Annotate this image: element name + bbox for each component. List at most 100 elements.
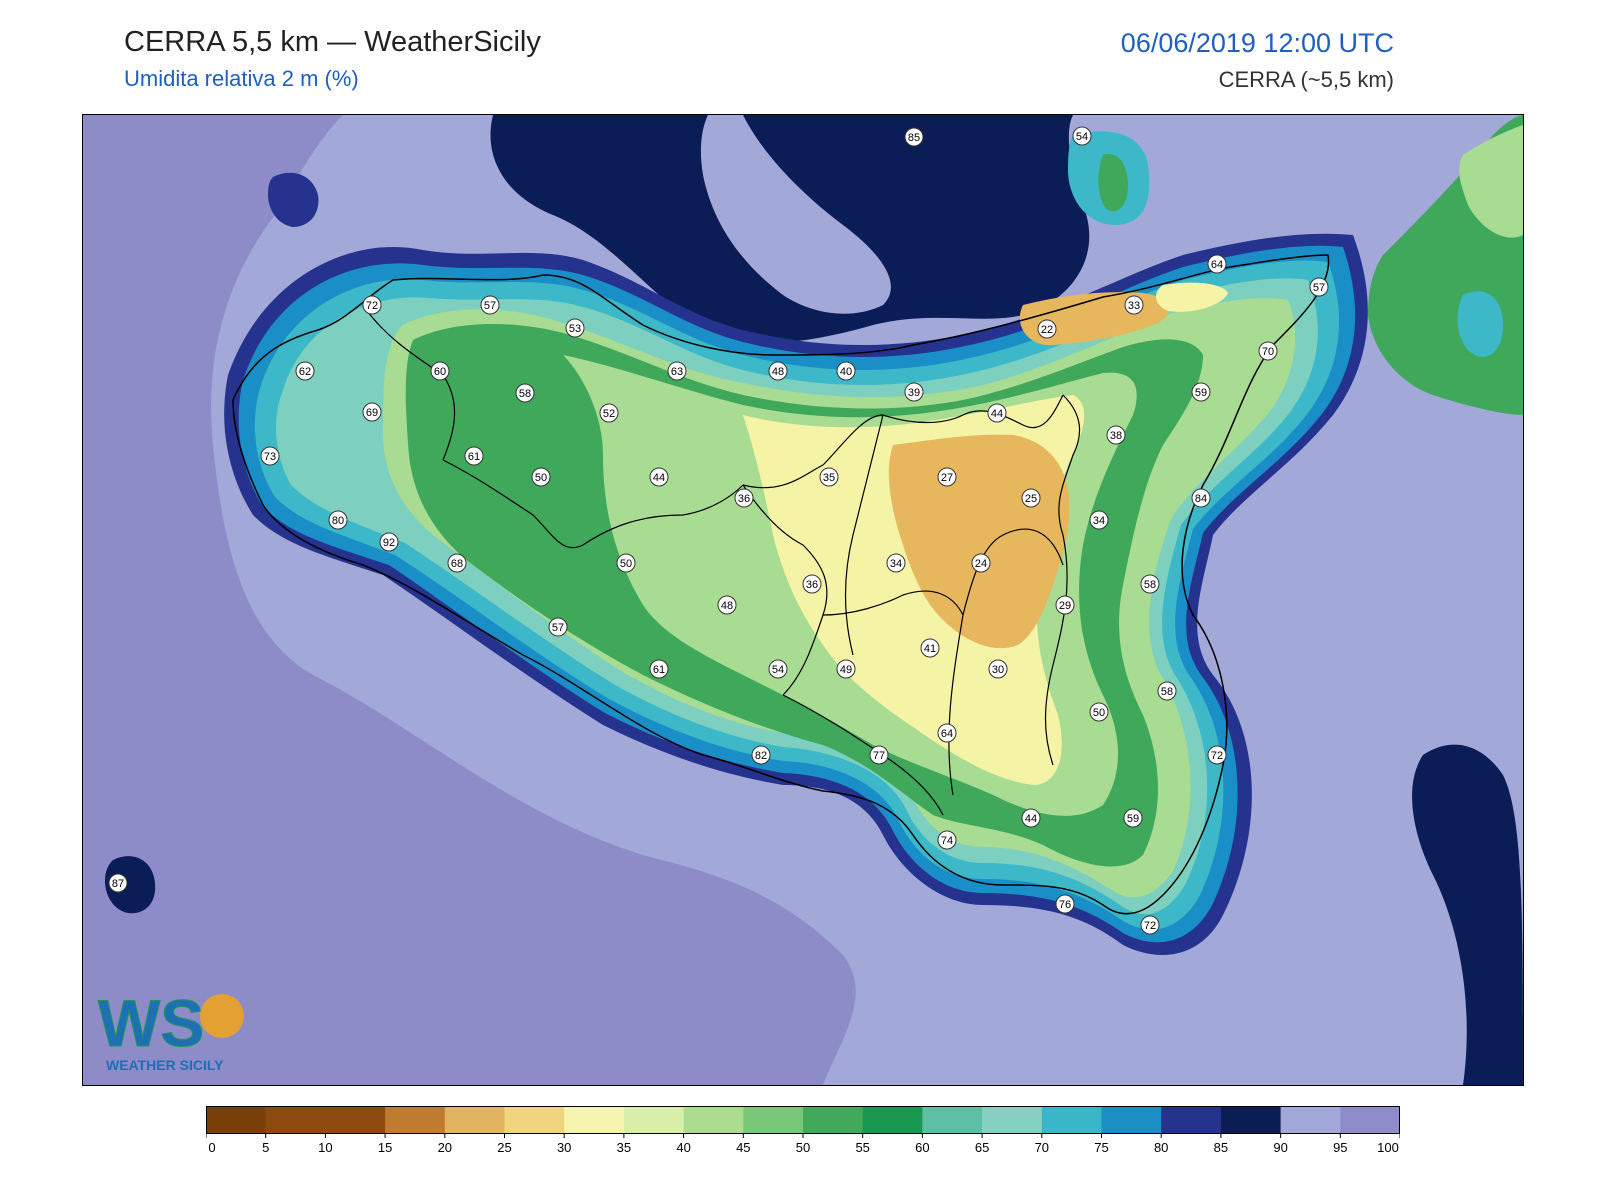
station-markers: 85 54 72 57 53 64 57 33 22 62 60 63 48 40 70 69 58 52 39 44… <box>108 126 1329 935</box>
station-value: 70 <box>1262 346 1274 358</box>
station-value: 44 <box>991 408 1003 420</box>
colorbar-tick-label: 80 <box>1154 1140 1168 1155</box>
station-marker: 27 <box>937 467 957 487</box>
station-value: 72 <box>1211 750 1223 762</box>
station-circle <box>886 553 906 573</box>
sea-humidity-95-east <box>1137 635 1523 1085</box>
colorbar-tick-label: 75 <box>1094 1140 1108 1155</box>
station-circle <box>937 723 957 743</box>
station-circle <box>1140 574 1160 594</box>
colorbar-tick-label: 50 <box>796 1140 810 1155</box>
station-value: 77 <box>873 750 885 762</box>
station-circle <box>464 446 484 466</box>
station-circle <box>1207 254 1227 274</box>
station-marker: 52 <box>599 403 619 423</box>
station-marker: 33 <box>1124 295 1144 315</box>
station-circle <box>108 873 128 893</box>
station-circle <box>1089 702 1109 722</box>
station-marker: 72 <box>1207 745 1227 765</box>
station-marker: 36 <box>734 488 754 508</box>
station-circle <box>599 403 619 423</box>
logo-letters: WS <box>98 986 204 1060</box>
station-marker: 72 <box>362 295 382 315</box>
station-marker: 70 <box>1258 341 1278 361</box>
pantelleria-field <box>105 856 156 914</box>
colorbar-frame <box>206 1106 1400 1134</box>
station-circle <box>1309 277 1329 297</box>
sicily-coastline <box>232 254 1330 915</box>
station-value: 38 <box>1110 430 1122 442</box>
colorbar-segment <box>1340 1106 1401 1134</box>
colorbar-segment <box>683 1106 744 1134</box>
station-value: 73 <box>264 451 276 463</box>
station-value: 33 <box>1128 300 1140 312</box>
station-value: 34 <box>890 558 902 570</box>
station-marker: 54 <box>1072 126 1092 146</box>
station-circle <box>751 745 771 765</box>
station-circle <box>548 617 568 637</box>
map-title: CERRA 5,5 km — WeatherSicily <box>124 26 541 58</box>
station-value: 82 <box>755 750 767 762</box>
sicily-humidity-field <box>224 233 1368 955</box>
station-circle <box>1021 488 1041 508</box>
station-value: 53 <box>569 323 581 335</box>
station-marker: 29 <box>1055 595 1075 615</box>
station-circle <box>260 446 280 466</box>
station-marker: 48 <box>768 361 788 381</box>
station-value: 59 <box>1195 387 1207 399</box>
station-circle <box>937 467 957 487</box>
station-circle <box>1089 510 1109 530</box>
colorbar-segment <box>1220 1106 1282 1134</box>
station-value: 76 <box>1059 899 1071 911</box>
forecast-datetime: 06/06/2019 12:00 UTC <box>1120 28 1394 58</box>
station-circle <box>1106 425 1126 445</box>
station-marker: 35 <box>819 467 839 487</box>
station-marker: 85 <box>904 127 924 147</box>
station-value: 62 <box>299 366 311 378</box>
station-marker: 44 <box>649 467 669 487</box>
colorbar-segment <box>1041 1106 1102 1134</box>
station-marker: 69 <box>362 402 382 422</box>
station-circle <box>328 510 348 530</box>
station-circle <box>1140 915 1160 935</box>
logo-sun-icon <box>200 994 244 1038</box>
station-circle <box>971 553 991 573</box>
station-value: 68 <box>451 558 463 570</box>
station-marker: 24 <box>971 553 991 573</box>
station-marker: 50 <box>531 467 551 487</box>
station-circle <box>768 659 788 679</box>
station-marker: 59 <box>1191 382 1211 402</box>
station-circle <box>447 553 467 573</box>
station-value: 22 <box>1041 324 1053 336</box>
station-circle <box>362 295 382 315</box>
colorbar-tick-label: 20 <box>438 1140 452 1155</box>
model-label: CERRA (~5,5 km) <box>1218 67 1394 92</box>
station-value: 54 <box>772 664 784 676</box>
colorbar-segment <box>922 1106 983 1134</box>
station-circle <box>667 361 687 381</box>
station-marker: 82 <box>751 745 771 765</box>
station-marker: 59 <box>1123 808 1143 828</box>
station-value: 80 <box>332 515 344 527</box>
station-value: 50 <box>620 558 632 570</box>
colorbar-segment <box>564 1106 625 1134</box>
colorbar-segment <box>1280 1106 1341 1134</box>
station-circle <box>616 553 636 573</box>
station-circle <box>515 383 535 403</box>
station-marker: 62 <box>295 361 315 381</box>
colorbar-tick-label: 0 <box>208 1140 215 1155</box>
station-value: 69 <box>366 407 378 419</box>
station-value: 61 <box>468 451 480 463</box>
colorbar-tick-label: 5 <box>262 1140 269 1155</box>
colorbar-tick-label: 70 <box>1035 1140 1049 1155</box>
station-circle <box>869 745 889 765</box>
station-marker: 61 <box>649 659 669 679</box>
station-marker: 25 <box>1021 488 1041 508</box>
colorbar-tick-label: 90 <box>1273 1140 1287 1155</box>
station-marker: 44 <box>987 403 1007 423</box>
station-value: 54 <box>1076 131 1088 143</box>
colorbar-segment <box>803 1106 864 1134</box>
station-marker: 36 <box>802 574 822 594</box>
station-value: 74 <box>941 835 953 847</box>
colorbar-tick-label: 35 <box>617 1140 631 1155</box>
